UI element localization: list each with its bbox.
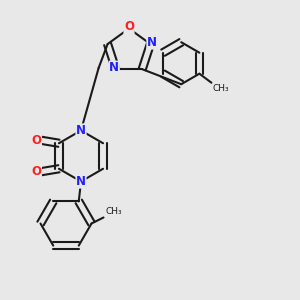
Text: N: N	[76, 124, 86, 137]
Text: N: N	[147, 36, 157, 49]
Text: CH₃: CH₃	[213, 84, 230, 93]
Text: O: O	[32, 134, 41, 147]
Text: N: N	[109, 61, 119, 74]
Text: N: N	[76, 175, 86, 188]
Text: O: O	[32, 165, 41, 178]
Text: CH₃: CH₃	[105, 207, 122, 216]
Text: O: O	[124, 20, 134, 34]
